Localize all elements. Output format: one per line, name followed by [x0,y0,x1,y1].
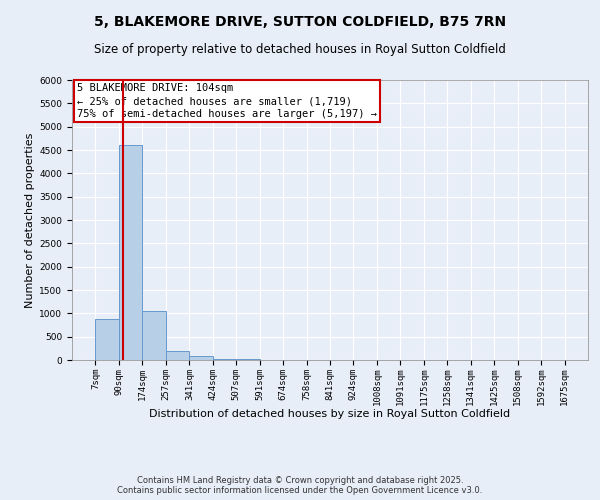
Text: 5 BLAKEMORE DRIVE: 104sqm
← 25% of detached houses are smaller (1,719)
75% of se: 5 BLAKEMORE DRIVE: 104sqm ← 25% of detac… [77,83,377,119]
X-axis label: Distribution of detached houses by size in Royal Sutton Coldfield: Distribution of detached houses by size … [149,410,511,420]
Bar [95,320,119,360]
Bar [142,310,166,360]
Bar [166,350,190,360]
Y-axis label: Number of detached properties: Number of detached properties [25,132,35,308]
Bar [213,358,236,360]
Text: Contains HM Land Registry data © Crown copyright and database right 2025.
Contai: Contains HM Land Registry data © Crown c… [118,476,482,495]
Text: 5, BLAKEMORE DRIVE, SUTTON COLDFIELD, B75 7RN: 5, BLAKEMORE DRIVE, SUTTON COLDFIELD, B7… [94,15,506,29]
Text: Size of property relative to detached houses in Royal Sutton Coldfield: Size of property relative to detached ho… [94,42,506,56]
Bar [119,146,142,360]
Bar [190,356,213,360]
